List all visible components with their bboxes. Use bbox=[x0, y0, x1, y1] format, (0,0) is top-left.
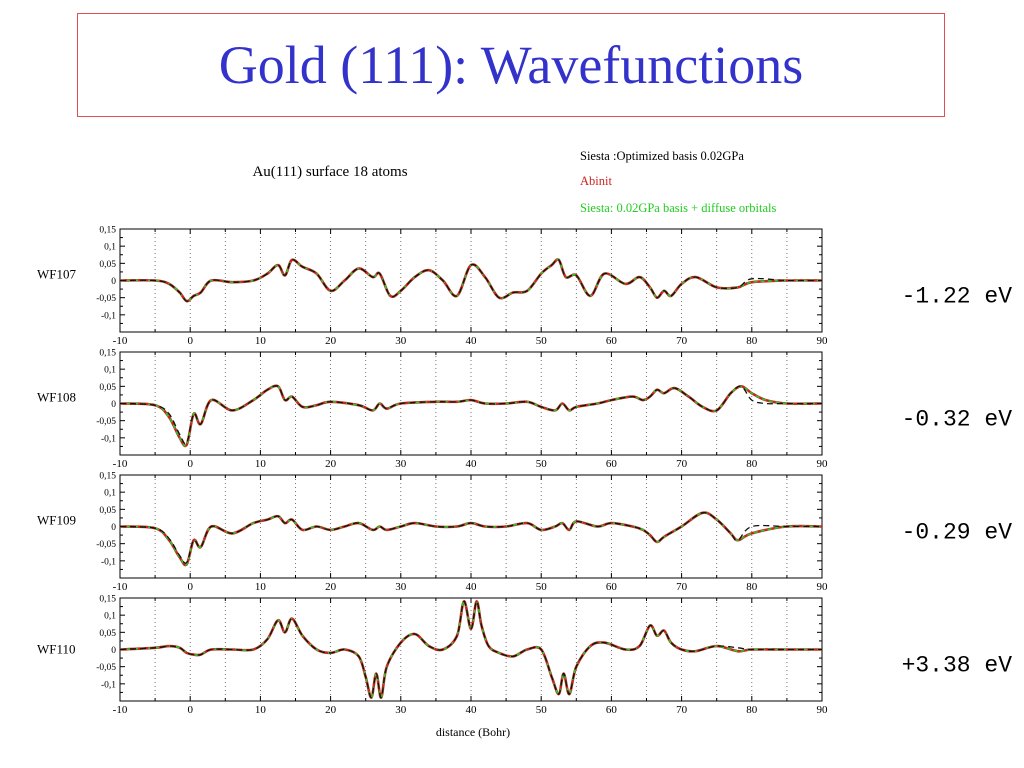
x-tick-label: 80 bbox=[746, 704, 758, 716]
legend-entry-2: Abinit bbox=[580, 174, 612, 188]
energy-label: -0.32 eV bbox=[902, 407, 1013, 433]
x-tick-label: -10 bbox=[113, 335, 128, 347]
y-tick-label: -0,1 bbox=[101, 680, 116, 690]
x-tick-label: 60 bbox=[606, 458, 618, 470]
panel-wf108: 0,15 0,1 0,05 0 -0,05 -0,1 -10 0 10 20 30 40 50 60 70 8… bbox=[37, 349, 1012, 471]
y-tick-label: 0,1 bbox=[104, 366, 116, 376]
x-tick-label: 70 bbox=[676, 704, 688, 716]
panel-ylabel: WF108 bbox=[37, 390, 76, 405]
x-tick-label: 10 bbox=[255, 458, 267, 470]
x-tick-label: 90 bbox=[817, 458, 829, 470]
panel-ylabel: WF107 bbox=[37, 267, 77, 282]
y-tick-label: 0,15 bbox=[99, 226, 116, 236]
y-tick-label: 0 bbox=[111, 277, 116, 287]
series-line bbox=[119, 600, 822, 699]
slide-title: Gold (111): Wavefunctions bbox=[218, 35, 804, 95]
y-tick-label: 0,05 bbox=[99, 629, 116, 639]
x-tick-label: 50 bbox=[536, 581, 548, 593]
y-tick-label: -0,05 bbox=[96, 663, 116, 673]
x-tick-label: 20 bbox=[325, 335, 337, 347]
chart-panels: 0,15 0,1 0,05 0 -0,05 -0,1 -10 0 10 20 30 40 50 60 70 8… bbox=[37, 226, 1012, 717]
y-tick-label: 0,1 bbox=[104, 612, 116, 622]
panel-wf107: 0,15 0,1 0,05 0 -0,05 -0,1 -10 0 10 20 30 40 50 60 70 8… bbox=[37, 226, 1012, 348]
x-tick-label: 30 bbox=[395, 581, 407, 593]
x-tick-label: 30 bbox=[395, 458, 407, 470]
slide-title-box: Gold (111): Wavefunctions bbox=[77, 13, 945, 117]
x-tick-label: 0 bbox=[187, 581, 193, 593]
panel-ylabel: WF110 bbox=[37, 642, 76, 657]
x-tick-label: 10 bbox=[255, 581, 267, 593]
x-tick-label: 20 bbox=[325, 458, 337, 470]
x-tick-label: 40 bbox=[466, 704, 478, 716]
y-tick-label: 0,1 bbox=[104, 489, 116, 499]
y-tick-label: 0,15 bbox=[99, 472, 116, 482]
x-tick-label: 90 bbox=[817, 335, 829, 347]
x-tick-label: 40 bbox=[466, 335, 478, 347]
panel-wf110: 0,15 0,1 0,05 0 -0,05 -0,1 -10 0 10 20 30 40 50 60 70 8… bbox=[37, 595, 1012, 717]
series-line bbox=[119, 511, 823, 566]
series-line bbox=[119, 511, 822, 564]
x-tick-label: -10 bbox=[113, 458, 128, 470]
x-tick-label: 60 bbox=[606, 704, 618, 716]
x-tick-label: 50 bbox=[536, 458, 548, 470]
x-tick-label: 0 bbox=[187, 458, 193, 470]
x-tick-label: 10 bbox=[255, 704, 267, 716]
panel-frame bbox=[119, 474, 823, 579]
series-line bbox=[119, 385, 823, 447]
x-tick-label: 50 bbox=[536, 704, 548, 716]
x-tick-label: 80 bbox=[746, 581, 758, 593]
legend-entry-1: Siesta :Optimized basis 0.02GPa bbox=[580, 149, 744, 163]
x-tick-label: 40 bbox=[466, 458, 478, 470]
x-tick-label: 60 bbox=[606, 335, 618, 347]
x-tick-label: 0 bbox=[187, 335, 193, 347]
x-tick-label: 0 bbox=[187, 704, 193, 716]
chart-legend: Siesta :Optimized basis 0.02GPa Abinit Sie… bbox=[580, 149, 777, 215]
energy-label: -1.22 eV bbox=[902, 284, 1013, 310]
y-tick-label: 0 bbox=[111, 646, 116, 656]
x-tick-label: 90 bbox=[817, 581, 829, 593]
y-tick-label: 0 bbox=[111, 523, 116, 533]
x-axis-label: distance (Bohr) bbox=[436, 725, 510, 739]
x-tick-label: 60 bbox=[606, 581, 618, 593]
series-line bbox=[119, 385, 822, 445]
x-tick-label: 70 bbox=[676, 581, 688, 593]
x-tick-label: 80 bbox=[746, 458, 758, 470]
x-tick-label: 70 bbox=[676, 458, 688, 470]
y-tick-label: -0,1 bbox=[101, 557, 116, 567]
energy-label: +3.38 eV bbox=[902, 653, 1013, 679]
series-line bbox=[119, 600, 822, 699]
x-tick-label: 90 bbox=[817, 704, 829, 716]
y-tick-label: -0,1 bbox=[101, 311, 116, 321]
panel-wf109: 0,15 0,1 0,05 0 -0,05 -0,1 -10 0 10 20 30 40 50 60 70 8… bbox=[37, 472, 1012, 594]
y-tick-label: 0,15 bbox=[99, 595, 116, 605]
x-tick-label: 50 bbox=[536, 335, 548, 347]
y-tick-label: 0,1 bbox=[104, 243, 116, 253]
x-tick-label: 20 bbox=[325, 581, 337, 593]
y-tick-label: 0 bbox=[111, 400, 116, 410]
x-tick-label: 40 bbox=[466, 581, 478, 593]
y-tick-label: 0,05 bbox=[99, 383, 116, 393]
legend-entry-3: Siesta: 0.02GPa basis + diffuse orbitals bbox=[580, 201, 777, 215]
y-tick-label: 0,05 bbox=[99, 260, 116, 270]
x-tick-label: 30 bbox=[395, 335, 407, 347]
panel-frame bbox=[119, 351, 823, 456]
y-tick-label: 0,05 bbox=[99, 506, 116, 516]
x-tick-label: 20 bbox=[325, 704, 337, 716]
y-tick-label: -0,1 bbox=[101, 434, 116, 444]
y-tick-label: -0,05 bbox=[96, 540, 116, 550]
panel-ylabel: WF109 bbox=[37, 513, 76, 528]
x-tick-label: -10 bbox=[113, 704, 128, 716]
x-tick-label: -10 bbox=[113, 581, 128, 593]
y-tick-label: -0,05 bbox=[96, 294, 116, 304]
y-tick-label: -0,05 bbox=[96, 417, 116, 427]
x-tick-label: 30 bbox=[395, 704, 407, 716]
y-tick-label: 0,15 bbox=[99, 349, 116, 359]
x-tick-label: 80 bbox=[746, 335, 758, 347]
x-tick-label: 10 bbox=[255, 335, 267, 347]
chart-title: Au(111) surface 18 atoms bbox=[252, 164, 407, 180]
series-line bbox=[119, 258, 823, 302]
energy-label: -0.29 eV bbox=[902, 520, 1013, 546]
x-tick-label: 70 bbox=[676, 335, 688, 347]
